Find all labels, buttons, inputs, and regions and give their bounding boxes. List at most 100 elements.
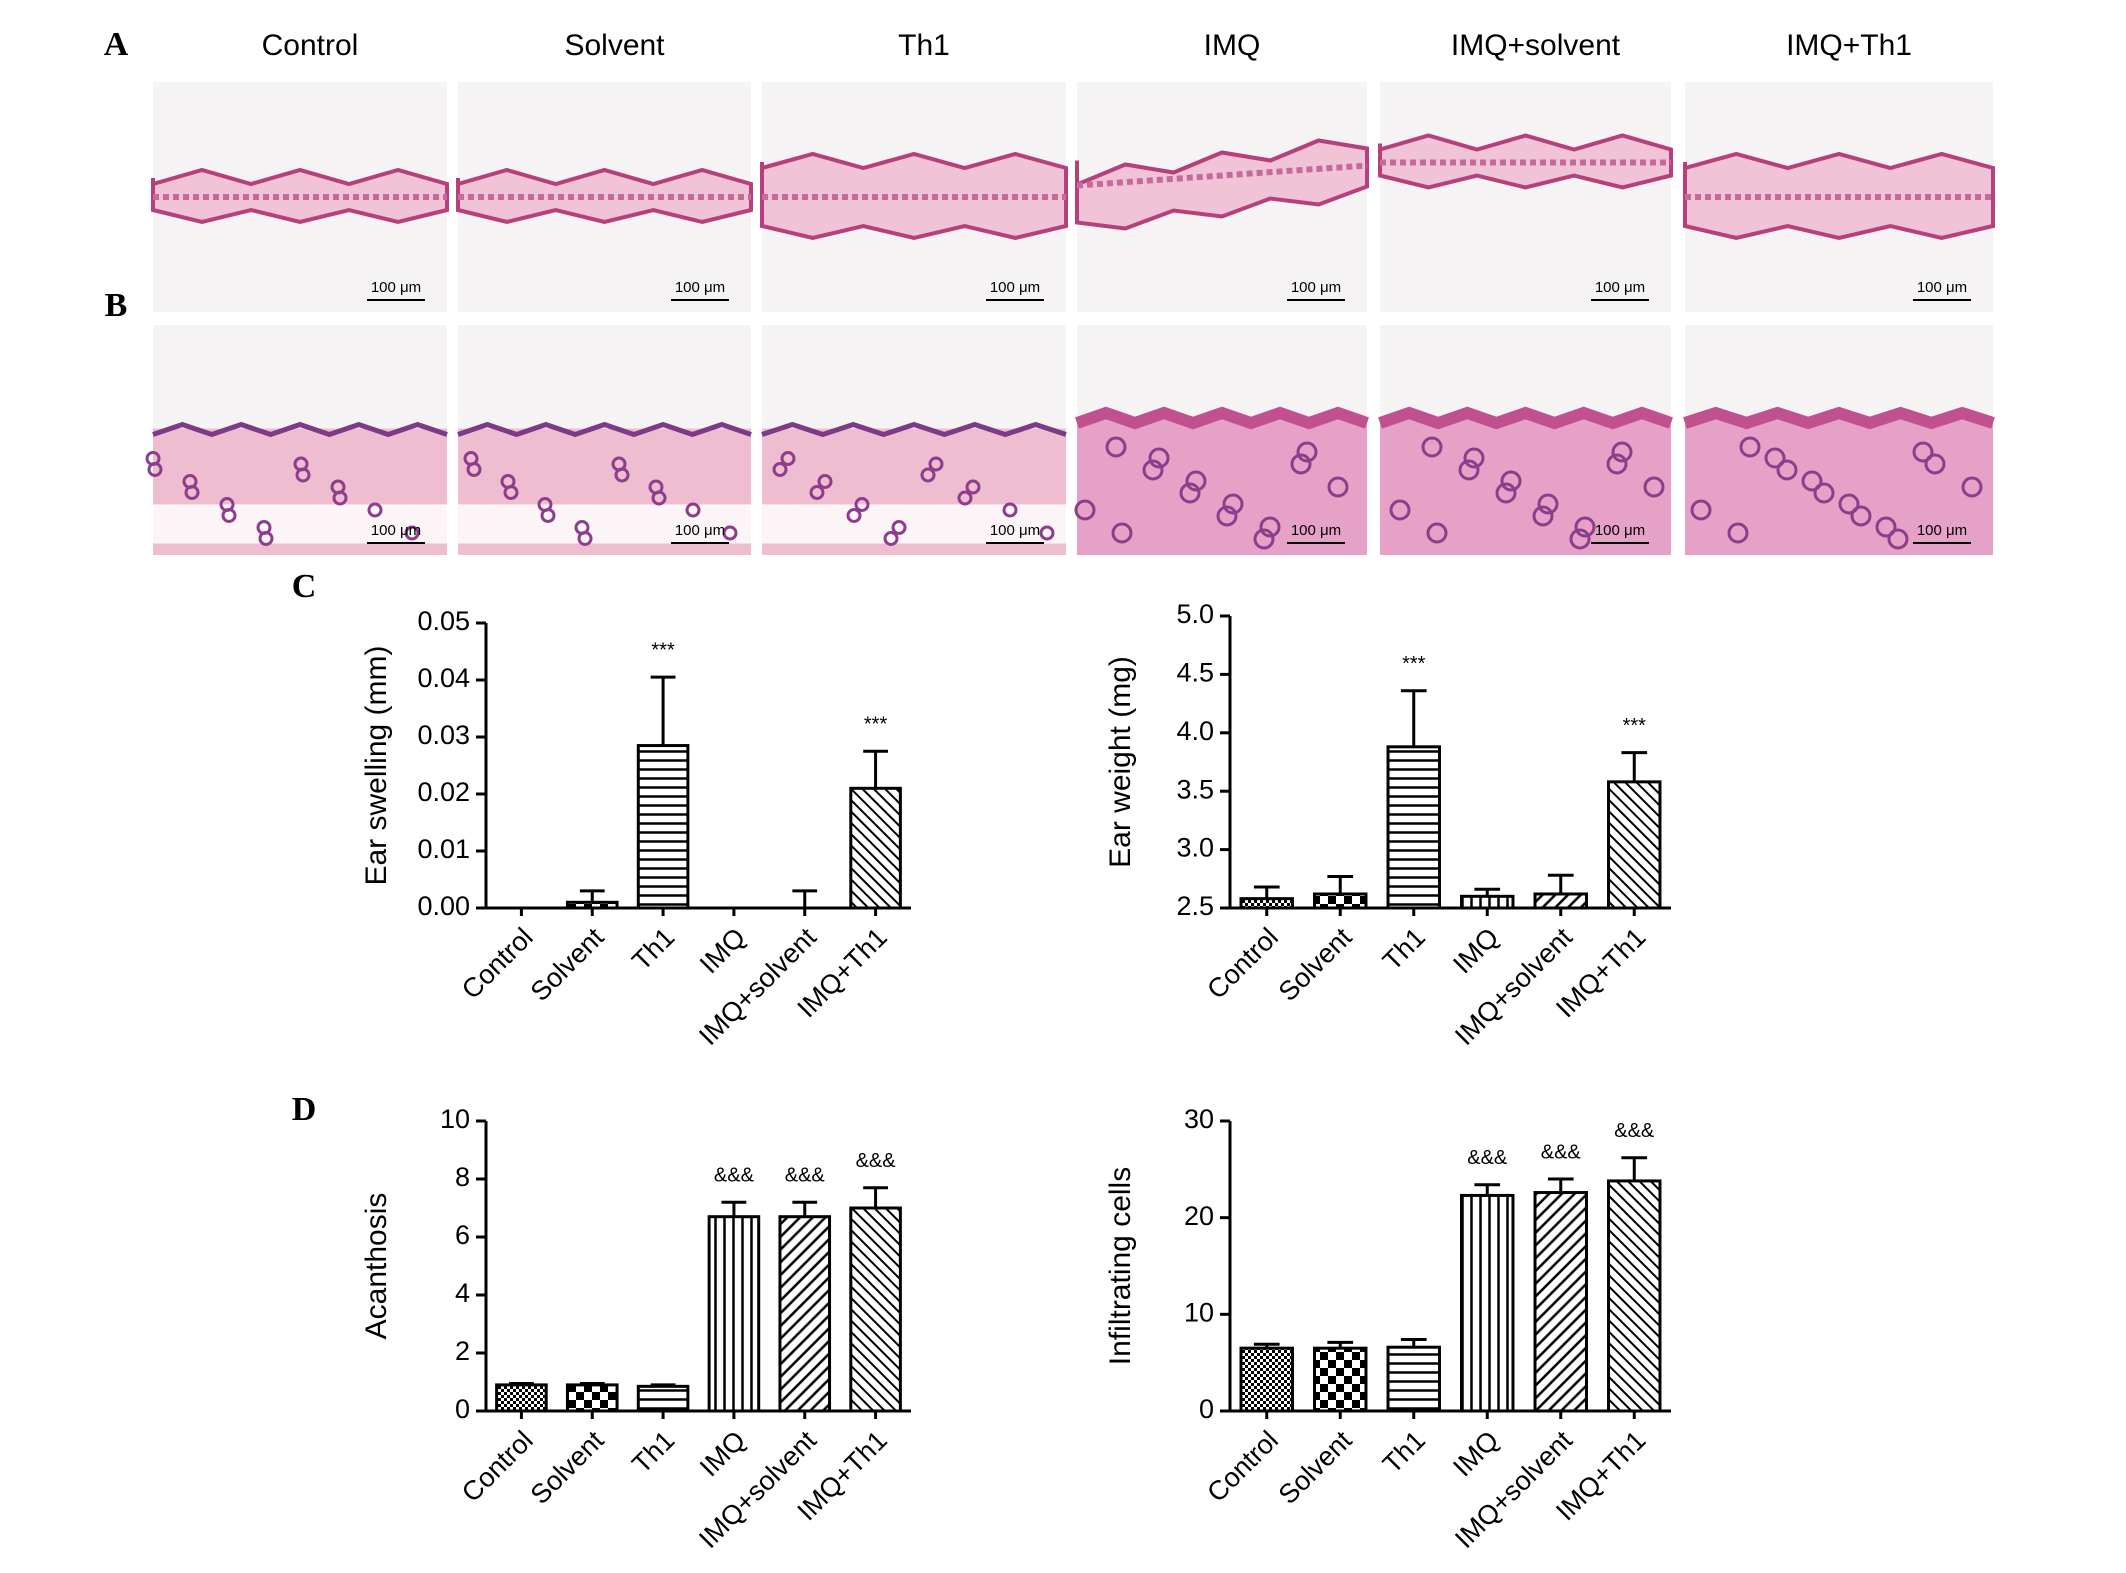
- y-tick-label: 10: [440, 1104, 470, 1134]
- follicle: [1002, 502, 1018, 518]
- histology-image: 100 μm: [1074, 325, 1369, 555]
- follicle: [1727, 522, 1749, 544]
- follicle: [184, 485, 200, 500]
- x-tick-label: Control: [456, 1425, 539, 1508]
- follicle: [1764, 447, 1786, 469]
- panel-label: B: [105, 287, 128, 324]
- follicle: [1421, 436, 1443, 458]
- bar: [1460, 1193, 1515, 1413]
- y-axis-title: Ear weight (mg): [1104, 656, 1137, 868]
- significance-label: &&&: [1467, 1147, 1508, 1169]
- follicle: [1039, 525, 1055, 541]
- epidermis: [152, 421, 448, 438]
- follicle: [1105, 436, 1127, 458]
- scale-bar-label: 100 μm: [371, 279, 421, 296]
- y-tick-label: 5.0: [1176, 599, 1214, 629]
- histology-image: 100 μm: [1683, 325, 1995, 555]
- follicle: [965, 479, 981, 495]
- significance-label: &&&: [785, 1164, 826, 1186]
- follicle: [1875, 516, 1897, 538]
- y-axis-title: Acanthosis: [360, 1193, 393, 1340]
- histology-image: 100 μm: [1683, 82, 1995, 312]
- follicle: [1148, 447, 1170, 469]
- follicle: [1259, 516, 1281, 538]
- y-axis-title: Infiltrating cells: [1104, 1167, 1137, 1365]
- error-bar: [1327, 874, 1354, 894]
- bar: [495, 1383, 548, 1413]
- histology-image: 100 μm: [456, 82, 753, 312]
- image-background: [1380, 82, 1671, 312]
- y-tick-label: 0.01: [417, 834, 470, 864]
- y-tick-label: 0: [455, 1394, 470, 1424]
- follicle: [846, 508, 862, 523]
- follicle: [920, 467, 936, 483]
- follicle: [1850, 505, 1872, 527]
- error-bar: [509, 1381, 534, 1385]
- follicle: [1537, 493, 1559, 515]
- error-bar: [792, 1200, 818, 1217]
- error-bar: [863, 749, 888, 789]
- bar: [1313, 892, 1368, 910]
- bar: [1607, 780, 1662, 910]
- y-tick-label: 0.05: [417, 606, 470, 636]
- follicle: [1111, 522, 1133, 544]
- follicle: [651, 490, 667, 506]
- x-tick-label: Solvent: [1273, 922, 1358, 1007]
- follicle: [817, 474, 833, 489]
- x-tick-label: Th1: [626, 1425, 680, 1479]
- error-bar: [1400, 1337, 1427, 1348]
- bar: [565, 900, 619, 910]
- x-tick-label: Control: [1201, 1425, 1284, 1508]
- follicle: [1643, 476, 1665, 498]
- scale-bar-label: 100 μm: [1595, 522, 1645, 539]
- follicle: [1838, 493, 1860, 515]
- y-tick-label: 2: [455, 1336, 470, 1366]
- y-tick-label: 8: [455, 1162, 470, 1192]
- epidermis: [1378, 406, 1673, 430]
- bar: [778, 1215, 832, 1413]
- x-tick-label: Th1: [1377, 922, 1431, 976]
- scale-bar-label: 100 μm: [1917, 522, 1967, 539]
- follicle: [614, 467, 630, 483]
- follicle: [722, 525, 738, 541]
- histology-image: 100 μm: [1378, 82, 1673, 312]
- column-header: Control: [262, 29, 359, 62]
- error-bar: [721, 1200, 747, 1217]
- tissue: [456, 167, 753, 225]
- cartilage: [1076, 162, 1368, 189]
- follicle: [1611, 441, 1633, 463]
- error-bar: [1474, 887, 1501, 897]
- panel-label: D: [292, 1091, 317, 1128]
- follicle: [1327, 476, 1349, 498]
- follicle: [1389, 499, 1411, 521]
- follicle: [577, 531, 593, 546]
- follicle: [1961, 476, 1983, 498]
- histology-image: 100 μm: [1378, 325, 1673, 555]
- error-bar: [650, 1383, 676, 1387]
- histology-image: 100 μm: [145, 325, 448, 555]
- error-bar: [1253, 885, 1280, 899]
- bar: [1533, 1191, 1588, 1413]
- scale-bar-label: 100 μm: [990, 279, 1040, 296]
- significance-label: &&&: [856, 1150, 897, 1172]
- bar: [849, 786, 902, 910]
- x-tick-label: IMQ: [694, 1425, 751, 1482]
- scale-bar-label: 100 μm: [990, 522, 1040, 539]
- follicle: [147, 462, 163, 477]
- error-bar: [863, 1186, 888, 1208]
- bar: [636, 744, 690, 910]
- panel-label: A: [104, 26, 129, 63]
- x-tick-label: Solvent: [525, 1425, 610, 1510]
- column-header: Th1: [898, 29, 950, 62]
- significance-label: ***: [864, 714, 888, 736]
- follicle: [854, 497, 870, 512]
- epidermis: [761, 421, 1067, 438]
- follicle: [466, 462, 482, 477]
- error-bar: [579, 889, 605, 903]
- y-tick-label: 2.5: [1176, 891, 1214, 921]
- error-bar: [1253, 1342, 1280, 1349]
- follicle: [1142, 459, 1164, 481]
- follicle: [1426, 522, 1448, 544]
- x-tick-label: IMQ: [694, 922, 751, 979]
- epidermis: [1075, 406, 1369, 430]
